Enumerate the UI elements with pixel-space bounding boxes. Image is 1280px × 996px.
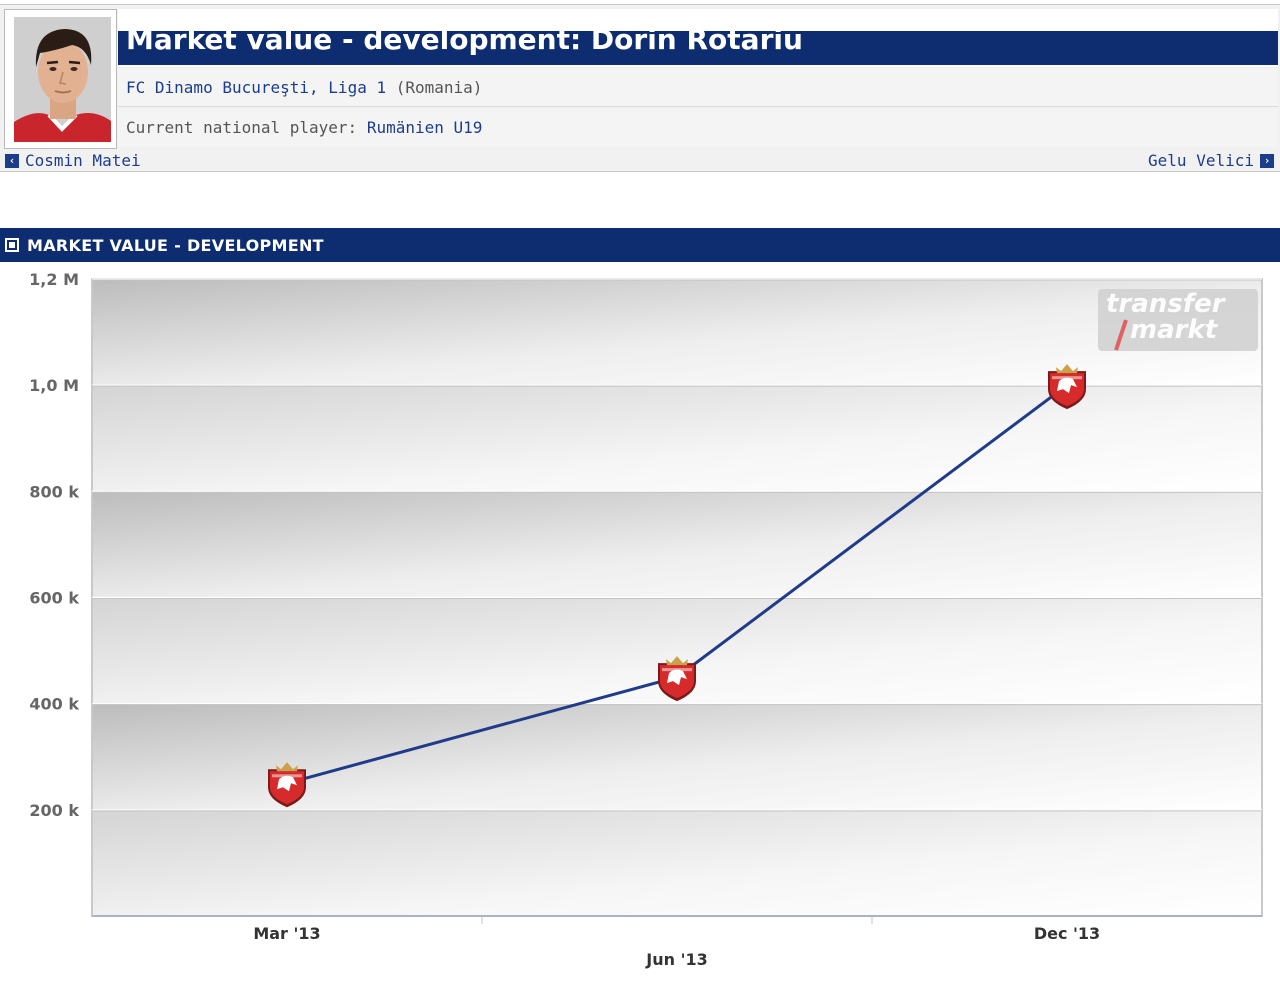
club-link[interactable]: FC Dinamo Bucureşti xyxy=(126,78,310,97)
player-photo xyxy=(14,17,111,142)
watermark-line1: transfer xyxy=(1106,289,1227,319)
plot-band xyxy=(92,279,1262,386)
country-text: (Romania) xyxy=(395,78,483,97)
plot-band xyxy=(92,491,1262,598)
x-tick-label: Mar '13 xyxy=(253,924,320,943)
page-title: Market value - development: Dorin Rotari… xyxy=(126,23,803,56)
y-tick-label: 1,2 M xyxy=(29,270,79,289)
national-info-row: Current national player: Rumänien U19 xyxy=(118,109,1278,147)
chevron-left-icon[interactable]: ‹ xyxy=(5,154,19,168)
national-team-link[interactable]: Rumänien U19 xyxy=(366,118,483,137)
league-link[interactable]: Liga 1 xyxy=(328,78,387,97)
y-tick-label: 200 k xyxy=(29,801,79,820)
previous-player-link[interactable]: Cosmin Matei xyxy=(25,151,141,170)
club-crest-marker[interactable] xyxy=(1048,364,1086,410)
page-title-bar: Market value - development: Dorin Rotari… xyxy=(118,9,1278,67)
watermark-line2: markt xyxy=(1130,315,1219,345)
y-tick-label: 600 k xyxy=(29,589,79,608)
market-value-chart: 200 k 400 k 600 k 800 k 1,0 M 1,2 M Mar '13 Ju… xyxy=(29,270,1263,969)
plot-band xyxy=(92,703,1262,810)
x-tick-label: Dec '13 xyxy=(1034,924,1100,943)
y-tick-label: 400 k xyxy=(29,695,79,714)
section-title: MARKET VALUE - DEVELOPMENT xyxy=(27,236,324,255)
y-tick-label: 800 k xyxy=(29,482,79,501)
watermark: transfer markt xyxy=(1098,289,1258,351)
x-tick-label: Jun '13 xyxy=(645,950,707,969)
chevron-right-icon[interactable]: › xyxy=(1260,154,1274,168)
previous-player-nav[interactable]: ‹ Cosmin Matei xyxy=(5,151,141,171)
club-info-row: FC Dinamo Bucureşti, Liga 1 (Romania) xyxy=(118,69,1278,107)
section-header: MARKET VALUE - DEVELOPMENT xyxy=(0,228,1280,262)
player-header: Market value - development: Dorin Rotari… xyxy=(0,4,1280,172)
y-tick-label: 1,0 M xyxy=(29,376,79,395)
club-crest-marker[interactable] xyxy=(658,656,696,702)
next-player-nav[interactable]: Gelu Velici › xyxy=(1148,151,1274,171)
plot-band xyxy=(92,385,1262,492)
club-crest-marker[interactable] xyxy=(268,762,306,808)
player-photo-frame xyxy=(4,9,117,149)
plot-band xyxy=(92,809,1262,916)
next-player-link[interactable]: Gelu Velici xyxy=(1148,151,1254,170)
national-label: Current national player: xyxy=(126,118,358,137)
section-box-icon xyxy=(5,238,19,252)
